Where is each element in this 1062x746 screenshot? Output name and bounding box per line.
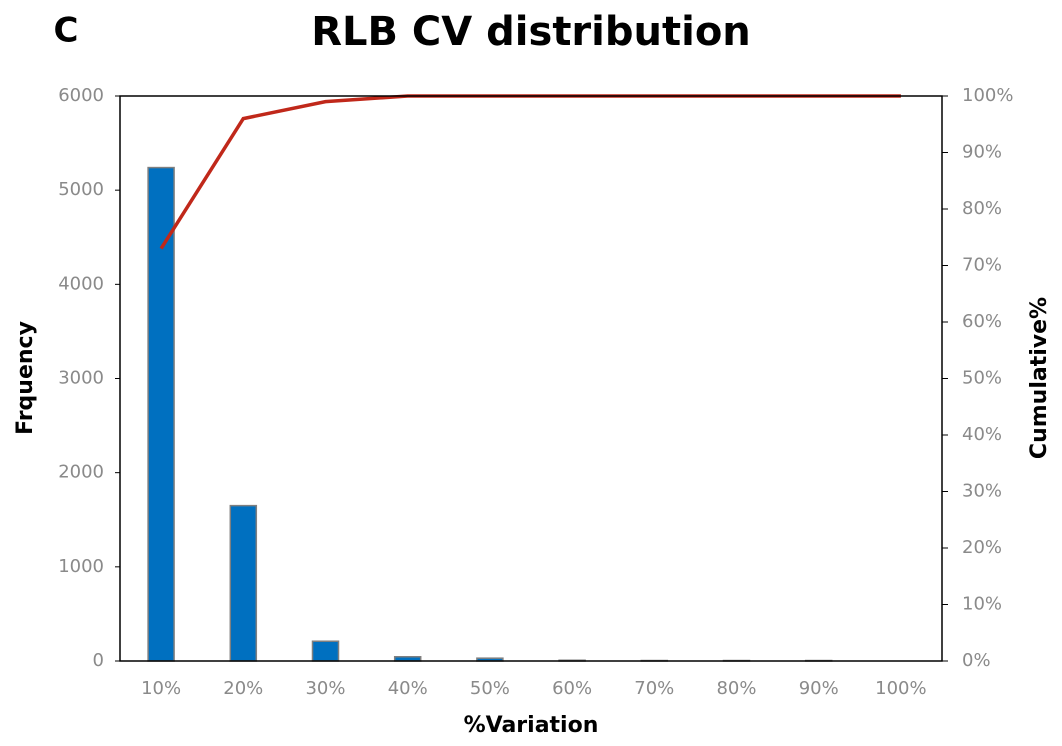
y2-tick-label: 80% xyxy=(962,198,1002,219)
y2-tick-label: 60% xyxy=(962,311,1002,332)
y-tick-label: 0 xyxy=(93,650,104,671)
cumulative-line xyxy=(161,96,901,249)
y2-axis-label: Cumulative% xyxy=(1027,297,1052,459)
panel-label: C xyxy=(54,11,79,51)
y-axis-label: Frquency xyxy=(13,321,38,435)
y2-tick-label: 100% xyxy=(962,85,1013,106)
x-tick-label: 100% xyxy=(875,678,926,699)
x-tick-label: 10% xyxy=(141,678,181,699)
x-axis-label: %Variation xyxy=(464,713,599,738)
x-tick-label: 80% xyxy=(716,678,756,699)
y2-tick-label: 40% xyxy=(962,424,1002,445)
y2-tick-label: 30% xyxy=(962,481,1002,502)
y2-tick-label: 0% xyxy=(962,650,991,671)
x-tick-label: 60% xyxy=(552,678,592,699)
bar xyxy=(148,168,174,661)
y-tick-label: 5000 xyxy=(58,179,104,200)
y-tick-label: 6000 xyxy=(58,85,104,106)
y2-tick-label: 90% xyxy=(962,142,1002,163)
x-tick-label: 50% xyxy=(470,678,510,699)
chart-title: RLB CV distribution xyxy=(311,9,751,55)
y2-tick-label: 70% xyxy=(962,255,1002,276)
bar xyxy=(313,641,339,661)
y-tick-label: 4000 xyxy=(58,273,104,294)
x-tick-label: 40% xyxy=(388,678,428,699)
bar xyxy=(230,506,256,661)
x-tick-label: 20% xyxy=(223,678,263,699)
y-tick-label: 1000 xyxy=(58,556,104,577)
y2-tick-label: 20% xyxy=(962,537,1002,558)
y-tick-label: 2000 xyxy=(58,462,104,483)
x-tick-label: 90% xyxy=(799,678,839,699)
y2-tick-label: 50% xyxy=(962,368,1002,389)
x-tick-label: 70% xyxy=(634,678,674,699)
x-tick-label: 30% xyxy=(305,678,345,699)
y-tick-label: 3000 xyxy=(58,368,104,389)
y2-tick-label: 10% xyxy=(962,594,1002,615)
